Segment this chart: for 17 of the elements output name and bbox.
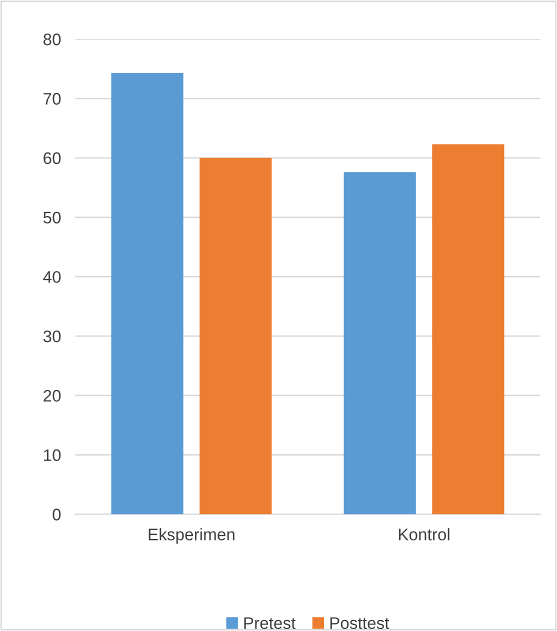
bar xyxy=(344,172,416,514)
y-tick-label: 10 xyxy=(44,449,61,462)
y-tick-label: 0 xyxy=(52,508,61,520)
y-tick-label: 50 xyxy=(43,212,61,224)
bar xyxy=(111,72,184,514)
bar xyxy=(432,144,504,514)
y-tick-label: 40 xyxy=(43,271,61,283)
legend-label: Posttest xyxy=(330,617,390,630)
x-tick-label: Eksperimen xyxy=(148,528,234,544)
y-tick-label: 70 xyxy=(44,92,61,105)
legend-label: Pretest xyxy=(244,617,296,630)
y-tick-label: 30 xyxy=(43,330,61,342)
y-tick-label: 80 xyxy=(43,34,61,46)
x-tick-label: Kontrol xyxy=(398,528,450,540)
y-tick-label: 20 xyxy=(44,390,61,402)
bar xyxy=(200,158,272,514)
y-tick-label: 60 xyxy=(44,152,61,164)
